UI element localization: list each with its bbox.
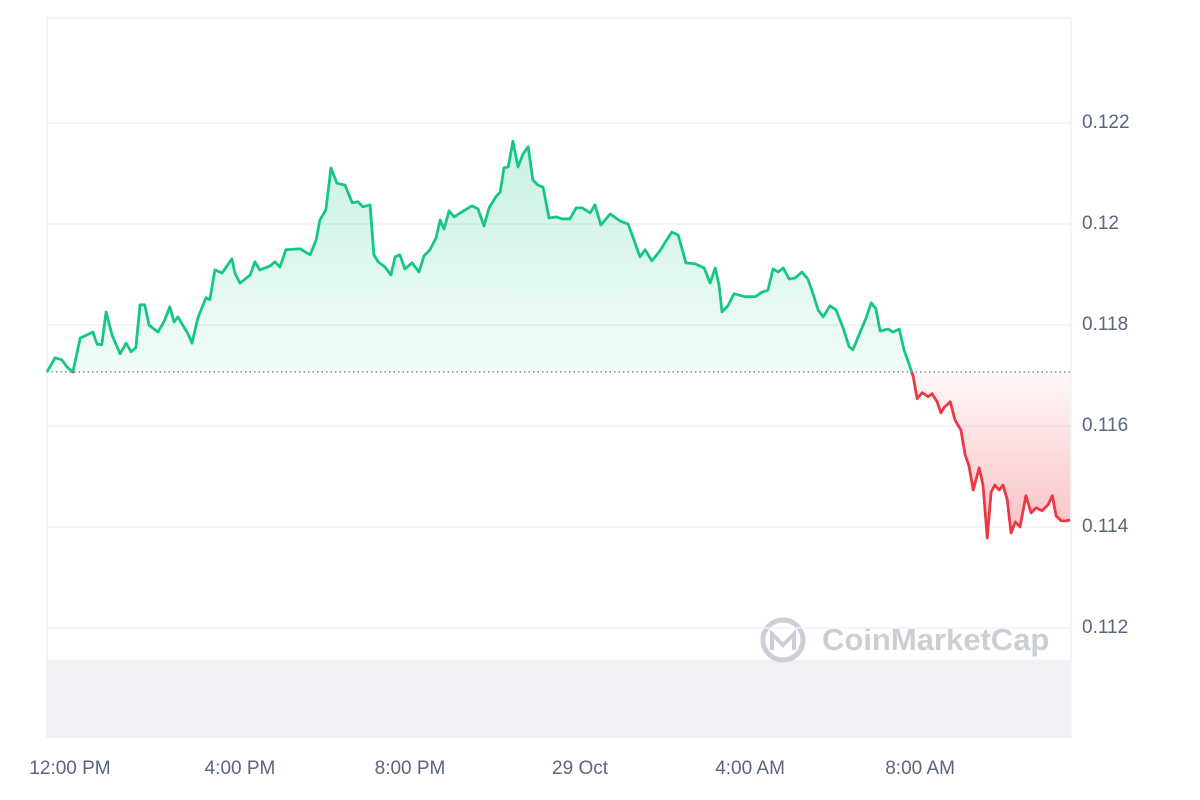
y-tick-label: 0.114 — [1082, 516, 1129, 537]
y-tick-label: 0.116 — [1082, 415, 1128, 436]
price-line — [45, 139, 1071, 540]
y-tick-label: 0.12 — [1082, 213, 1119, 234]
watermark-logo-mark — [770, 629, 796, 650]
y-tick-label: 0.112 — [1082, 617, 1128, 638]
x-tick-label: 12:00 PM — [29, 758, 110, 779]
price-area — [47, 141, 1071, 539]
x-tick-label: 8:00 AM — [885, 758, 955, 779]
x-tick-label: 29 Oct — [552, 758, 609, 779]
x-tick-label: 8:00 PM — [375, 758, 446, 779]
y-tick-label: 0.122 — [1082, 112, 1130, 133]
watermark: CoinMarketCap — [760, 617, 1049, 663]
x-tick-label: 4:00 AM — [715, 758, 785, 779]
x-tick-label: 4:00 PM — [205, 758, 276, 779]
volume-band — [47, 660, 1071, 737]
y-tick-label: 0.118 — [1082, 314, 1128, 335]
watermark-logo — [760, 617, 806, 663]
